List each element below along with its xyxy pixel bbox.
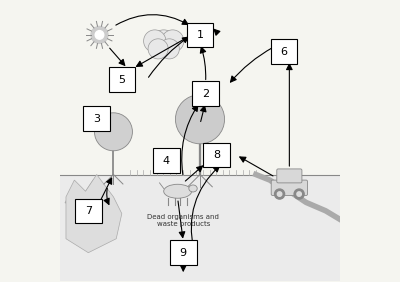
FancyBboxPatch shape: [170, 240, 196, 265]
FancyBboxPatch shape: [153, 148, 180, 173]
Circle shape: [162, 30, 184, 52]
Polygon shape: [66, 175, 122, 253]
FancyBboxPatch shape: [277, 169, 302, 183]
Text: 5: 5: [118, 74, 125, 85]
Circle shape: [176, 95, 224, 144]
Text: 8: 8: [213, 150, 220, 160]
FancyBboxPatch shape: [271, 180, 308, 195]
Circle shape: [94, 113, 132, 151]
Text: 6: 6: [280, 47, 287, 57]
Circle shape: [150, 30, 177, 57]
FancyBboxPatch shape: [84, 106, 110, 131]
Circle shape: [297, 192, 301, 196]
FancyBboxPatch shape: [75, 199, 102, 223]
Ellipse shape: [164, 184, 192, 198]
Circle shape: [148, 39, 168, 59]
Circle shape: [294, 189, 304, 199]
Circle shape: [91, 27, 108, 43]
Text: 1: 1: [196, 30, 204, 40]
Circle shape: [274, 189, 285, 199]
Ellipse shape: [189, 185, 197, 192]
Text: 3: 3: [93, 114, 100, 124]
Circle shape: [144, 30, 166, 52]
FancyBboxPatch shape: [192, 81, 219, 106]
Circle shape: [159, 39, 179, 59]
Text: Dead organisms and
waste products: Dead organisms and waste products: [147, 213, 219, 227]
FancyBboxPatch shape: [187, 23, 213, 47]
Text: 7: 7: [85, 206, 92, 216]
FancyBboxPatch shape: [108, 67, 135, 92]
Text: 2: 2: [202, 89, 209, 98]
FancyBboxPatch shape: [204, 143, 230, 167]
Circle shape: [95, 30, 104, 39]
FancyBboxPatch shape: [270, 39, 297, 64]
Circle shape: [277, 192, 282, 196]
Text: 9: 9: [180, 248, 187, 258]
Polygon shape: [60, 175, 340, 281]
Text: 4: 4: [163, 156, 170, 166]
